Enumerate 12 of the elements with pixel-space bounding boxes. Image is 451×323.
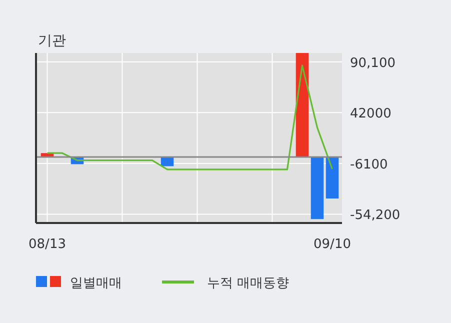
bar — [326, 157, 339, 199]
bar — [310, 157, 324, 220]
line-series — [46, 64, 334, 170]
y-tick-label: 90,100 — [350, 56, 396, 71]
y-tick-label: 42000 — [350, 106, 392, 122]
x-tick-label: 09/10 — [314, 237, 351, 252]
y-tick-label: -6100 — [350, 157, 388, 172]
legend-label: 누적 매매동향 — [207, 276, 290, 291]
x-tick-label: 08/13 — [28, 237, 66, 252]
chart-title: 기관 — [38, 33, 66, 49]
legend-label: 일별매매 — [70, 276, 122, 291]
y-tick-label: -54,200 — [350, 208, 400, 224]
